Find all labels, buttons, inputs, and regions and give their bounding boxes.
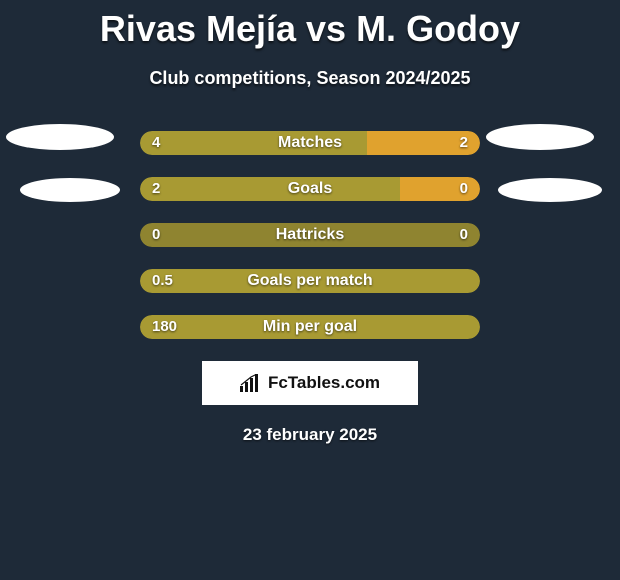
stat-label: Hattricks [140, 223, 480, 247]
avatar-ellipse [486, 124, 594, 150]
stat-row: Goals per match0.5 [0, 269, 620, 293]
stat-value-right: 0 [460, 223, 468, 247]
comparison-rows: Matches42Goals20Hattricks00Goals per mat… [0, 131, 620, 339]
page-title: Rivas Mejía vs M. Godoy [0, 0, 620, 50]
stat-label: Goals [140, 177, 480, 201]
stat-value-right: 2 [460, 131, 468, 155]
stat-value-left: 4 [152, 131, 160, 155]
subtitle: Club competitions, Season 2024/2025 [0, 68, 620, 89]
stat-label: Matches [140, 131, 480, 155]
stat-row: Min per goal180 [0, 315, 620, 339]
stat-value-left: 0 [152, 223, 160, 247]
chart-icon [240, 374, 262, 392]
stat-label: Min per goal [140, 315, 480, 339]
stat-value-left: 0.5 [152, 269, 173, 293]
avatar-ellipse [498, 178, 602, 202]
date-text: 23 february 2025 [0, 425, 620, 445]
stat-row: Hattricks0 0 [0, 223, 620, 247]
source-badge: FcTables.com [202, 361, 418, 405]
badge-text: FcTables.com [268, 373, 380, 393]
avatar-ellipse [20, 178, 120, 202]
stat-value-left: 2 [152, 177, 160, 201]
stat-label: Goals per match [140, 269, 480, 293]
avatar-ellipse [6, 124, 114, 150]
stat-value-right: 0 [460, 177, 468, 201]
stat-value-left: 180 [152, 315, 177, 339]
